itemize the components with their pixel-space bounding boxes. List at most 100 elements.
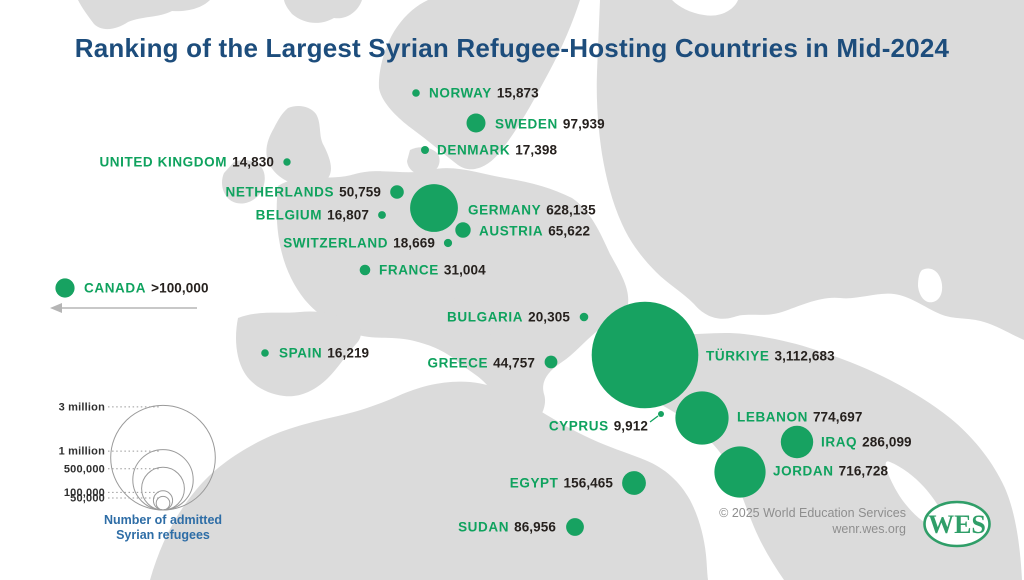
size-legend-caption: Number of admitted Syrian refugees xyxy=(103,513,223,542)
label-bulgaria: BULGARIA 20,305 xyxy=(447,310,570,325)
label-bulgaria-country: BULGARIA xyxy=(447,310,523,325)
bubble-turkiye xyxy=(591,301,699,409)
bubble-france xyxy=(359,264,371,276)
label-denmark-country: DENMARK xyxy=(437,143,510,158)
label-egypt-value: 156,465 xyxy=(564,476,614,491)
label-sweden-value: 97,939 xyxy=(563,117,605,132)
size-legend-circle-50-000 xyxy=(155,495,171,511)
size-legend-circle-1-million xyxy=(132,449,194,511)
bubble-spain xyxy=(261,349,269,357)
label-canada: CANADA >100,000 xyxy=(84,281,209,296)
map-ireland xyxy=(222,160,265,204)
bubble-switzerland xyxy=(443,238,453,248)
label-iraq: IRAQ 286,099 xyxy=(821,435,912,450)
bubble-layer xyxy=(55,89,814,536)
label-cyprus-value: 9,912 xyxy=(614,419,648,434)
map-caspian-sea xyxy=(918,268,943,303)
label-lebanon-value: 774,697 xyxy=(813,410,863,425)
map-great-britain xyxy=(266,106,331,187)
label-egypt-country: EGYPT xyxy=(510,476,559,491)
canada-offmap-arrow xyxy=(50,303,197,313)
bubble-sudan xyxy=(566,518,584,536)
map-greenland-corner xyxy=(78,0,210,30)
label-austria: AUSTRIA 65,622 xyxy=(479,224,590,239)
label-denmark: DENMARK 17,398 xyxy=(437,143,557,158)
bubble-belgium xyxy=(378,211,386,219)
label-cyprus: CYPRUS 9,912 xyxy=(549,419,648,434)
label-jordan: JORDAN 716,728 xyxy=(773,464,889,479)
bubble-austria xyxy=(455,222,471,238)
label-belgium-value: 16,807 xyxy=(327,208,369,223)
label-canada-country: CANADA xyxy=(84,281,146,296)
label-united-kingdom-country: UNITED KINGDOM xyxy=(99,155,227,170)
copyright-text: © 2025 World Education Services xyxy=(719,506,906,520)
size-legend-label-500-000: 500,000 xyxy=(64,463,105,475)
cyprus-leader-line xyxy=(649,415,659,423)
label-denmark-value: 17,398 xyxy=(515,143,557,158)
size-legend-label-100-000: 100,000 xyxy=(64,487,105,499)
label-sudan: SUDAN 86,956 xyxy=(458,520,556,535)
size-legend-label-1-million: 1 million xyxy=(59,446,105,458)
label-germany-value: 628,135 xyxy=(546,203,596,218)
label-greece-country: GREECE xyxy=(427,356,488,371)
label-iraq-value: 286,099 xyxy=(862,435,912,450)
map-italy xyxy=(449,297,526,391)
label-belgium-country: BELGIUM xyxy=(256,208,322,223)
label-greece: GREECE 44,757 xyxy=(427,356,535,371)
label-sweden-country: SWEDEN xyxy=(495,117,558,132)
bubble-iraq xyxy=(780,425,814,459)
label-cyprus-country: CYPRUS xyxy=(549,419,609,434)
arrow-head-left-icon xyxy=(50,303,62,313)
bubble-lebanon xyxy=(675,391,729,445)
bubble-netherlands xyxy=(390,185,404,199)
bubble-jordan xyxy=(714,446,766,498)
size-legend-label-3-million: 3 million xyxy=(59,401,105,413)
label-lebanon: LEBANON 774,697 xyxy=(737,410,862,425)
bubble-sweden xyxy=(466,113,486,133)
label-switzerland-value: 18,669 xyxy=(393,236,435,251)
bubble-denmark xyxy=(421,146,429,154)
label-germany: GERMANY 628,135 xyxy=(468,203,596,218)
label-switzerland: SWITZERLAND 18,669 xyxy=(283,236,435,251)
bubble-germany xyxy=(410,184,458,232)
map-denmark xyxy=(407,147,440,175)
label-egypt: EGYPT 156,465 xyxy=(510,476,614,491)
bubble-norway xyxy=(412,89,420,97)
footer-credit: © 2025 World Education Services wenr.wes… xyxy=(719,505,906,537)
map-white-sea xyxy=(672,0,738,16)
label-sweden: SWEDEN 97,939 xyxy=(495,117,605,132)
bubble-united-kingdom xyxy=(283,158,291,166)
label-turkiye: TÜRKIYE 3,112,683 xyxy=(706,349,835,364)
label-iraq-country: IRAQ xyxy=(821,435,857,450)
page-title: Ranking of the Largest Syrian Refugee-Ho… xyxy=(74,33,950,63)
wes-logo-ellipse xyxy=(923,500,991,548)
label-belgium: BELGIUM 16,807 xyxy=(256,208,369,223)
label-sudan-value: 86,956 xyxy=(514,520,556,535)
label-united-kingdom: UNITED KINGDOM 14,830 xyxy=(99,155,274,170)
label-spain-country: SPAIN xyxy=(279,346,322,361)
source-url: wenr.wes.org xyxy=(832,522,906,536)
label-france: FRANCE 31,004 xyxy=(379,263,486,278)
label-spain: SPAIN 16,219 xyxy=(279,346,369,361)
country-label-layer: NORWAY 15,873 SWEDEN 97,939 DENMARK 17,398 UNI… xyxy=(84,86,912,535)
wes-logo-text: WES xyxy=(928,510,986,539)
label-switzerland-country: SWITZERLAND xyxy=(283,236,388,251)
label-turkiye-country: TÜRKIYE xyxy=(706,349,769,364)
label-austria-country: AUSTRIA xyxy=(479,224,543,239)
map-land-layer xyxy=(78,0,1024,580)
label-sudan-country: SUDAN xyxy=(458,520,509,535)
label-austria-value: 65,622 xyxy=(548,224,590,239)
label-norway: NORWAY 15,873 xyxy=(429,86,539,101)
label-netherlands-value: 50,759 xyxy=(339,185,381,200)
label-jordan-country: JORDAN xyxy=(773,464,834,479)
bubble-greece xyxy=(544,355,558,369)
bubble-cyprus xyxy=(658,411,664,417)
bubble-egypt xyxy=(622,471,646,495)
label-norway-value: 15,873 xyxy=(497,86,539,101)
size-legend-label-50-000: 50,000 xyxy=(70,493,105,505)
label-france-value: 31,004 xyxy=(444,263,486,278)
label-germany-country: GERMANY xyxy=(468,203,541,218)
